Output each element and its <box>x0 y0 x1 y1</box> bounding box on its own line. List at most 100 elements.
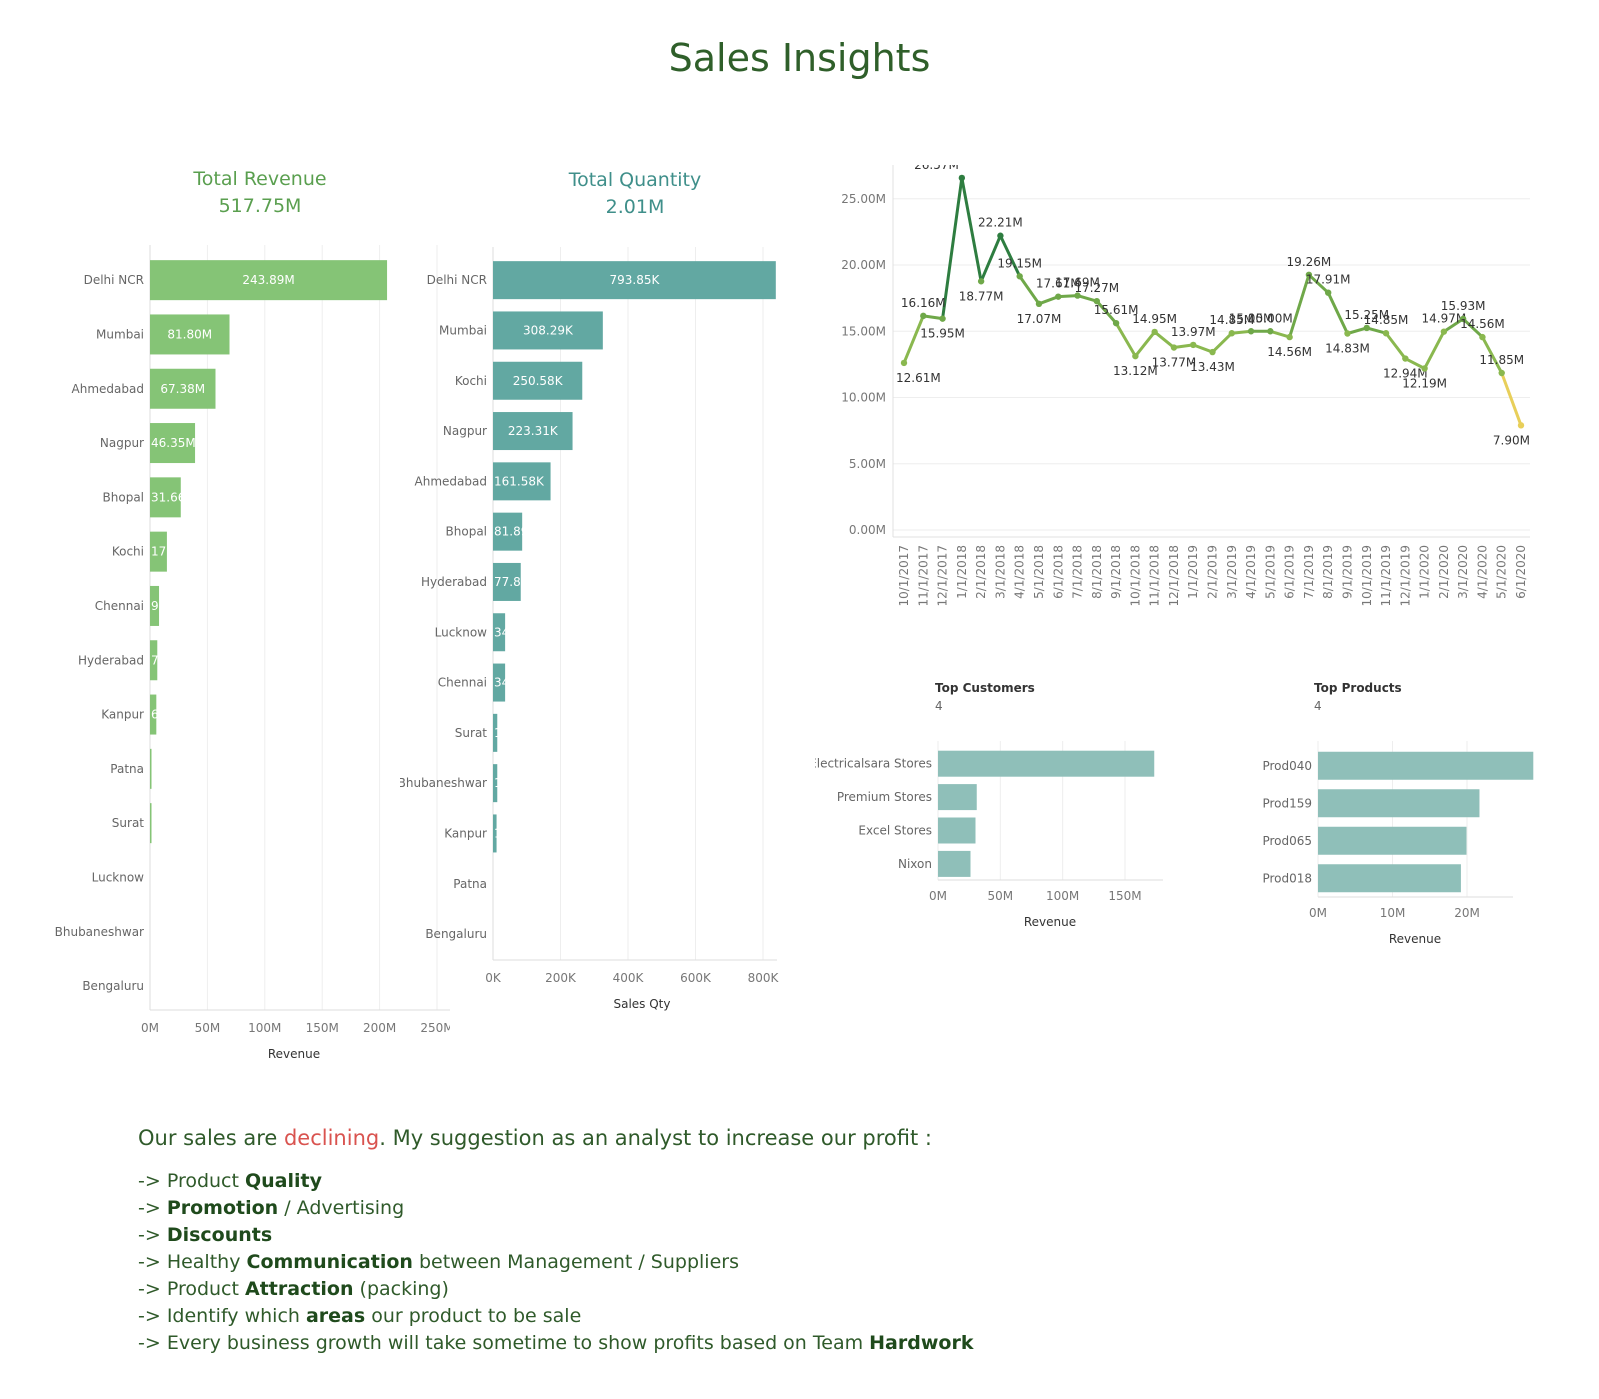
data-point <box>1286 333 1293 341</box>
category-label: Nixon <box>898 857 932 871</box>
chart-title: Top Customers <box>935 681 1035 695</box>
category-label: Bhopal <box>446 525 487 539</box>
bar <box>150 585 160 626</box>
bar-value-label: 308.29K <box>523 323 574 337</box>
category-label: Delhi NCR <box>84 273 144 287</box>
total-revenue-kpi: Total Revenue 517.75M <box>160 166 360 220</box>
data-point <box>1170 344 1178 351</box>
chart-subtitle: 4 <box>1314 699 1322 713</box>
category-label: Prod065 <box>1262 834 1312 848</box>
bar <box>493 311 603 350</box>
x-tick-label: 0M <box>1309 906 1327 920</box>
bar-value-label: 1 <box>494 826 502 840</box>
suggestion-keyword: areas <box>305 1305 366 1327</box>
series-line-segment <box>1076 294 1099 303</box>
x-axis-title: Revenue <box>268 1047 320 1061</box>
x-tick-label: 5/1/2019 <box>1263 545 1277 599</box>
bar-value-label: 67.38M <box>160 382 205 396</box>
category-label: Prod018 <box>1262 871 1312 885</box>
bar <box>493 613 506 652</box>
x-tick-label: 7/1/2019 <box>1302 545 1316 599</box>
data-label: 14.56M <box>1267 345 1312 359</box>
series-line-segment <box>1114 321 1137 358</box>
data-label: 13.97M <box>1171 325 1216 339</box>
data-label: 15.25M <box>1344 308 1389 322</box>
series-line-segment <box>1500 371 1523 427</box>
series-line-segment <box>1365 326 1388 335</box>
suggestion-text: (packing) <box>353 1278 449 1300</box>
x-axis-title: Revenue <box>1024 915 1076 929</box>
x-tick-label: 100M <box>248 1021 281 1035</box>
suggestion-item: -> Every business growth will take somet… <box>138 1330 1438 1357</box>
bar <box>1318 789 1480 818</box>
suggestion-keyword: Communication <box>246 1251 413 1273</box>
bar <box>493 663 506 702</box>
x-tick-label: 10/1/2018 <box>1128 545 1142 607</box>
bar <box>493 361 583 400</box>
bar-value-label: 81.80M <box>167 327 212 341</box>
series-line-segment <box>1403 357 1427 370</box>
total-quantity-value: 2.01M <box>605 196 665 218</box>
data-point <box>1112 319 1120 327</box>
data-label: 16.16M <box>901 296 946 310</box>
data-point <box>1421 365 1428 372</box>
suggestion-item: -> Promotion / Advertising <box>138 1195 1438 1222</box>
bar-value-label: 223.31K <box>508 424 559 438</box>
category-label: Mumbai <box>439 323 487 337</box>
suggestion-text: our product to be sale <box>365 1305 582 1327</box>
bar-value-label: 34 <box>494 676 509 690</box>
series-line-segment <box>1133 330 1157 358</box>
x-tick-label: 0K <box>485 971 502 985</box>
data-point <box>1498 369 1505 377</box>
revenue-trend-chart: 0.00M 5.00M 10.00M 15.00M 20.00M 25.00M Revenu… <box>835 165 1530 607</box>
quantity-by-city-chart: 0K 200K 400K 600K 800K Delhi NCR 793.85K Mumbai… <box>400 247 780 1011</box>
data-point <box>977 278 985 285</box>
series-line-segment <box>1326 291 1349 336</box>
data-point <box>1093 297 1101 305</box>
x-tick-label: 200K <box>545 971 577 985</box>
data-label: 7.90M <box>1493 433 1530 447</box>
insights-notes: Our sales are declining. My suggestion a… <box>138 1126 1438 1357</box>
x-tick-label: 50M <box>988 889 1014 903</box>
series-line-segment <box>1307 273 1330 295</box>
x-tick-label: 4/1/2018 <box>1013 545 1027 599</box>
data-point <box>1267 328 1274 335</box>
revenue-by-city-chart: 0M 50M 100M 150M 200M 250M Delhi NCR 243.89M Mum… <box>55 245 450 1061</box>
data-point <box>1247 328 1255 335</box>
category-label: Bhubaneshwar <box>55 925 144 939</box>
bar-value-label: 243.89M <box>242 273 294 287</box>
data-point <box>1363 324 1370 332</box>
suggestion-text: -> <box>138 1197 167 1219</box>
series-line-segment <box>1480 335 1504 375</box>
x-tick-label: 9/1/2019 <box>1340 545 1354 599</box>
category-label: Hyderabad <box>421 575 487 589</box>
data-point <box>997 232 1004 239</box>
data-point <box>1074 292 1081 299</box>
category-label: Premium Stores <box>837 790 932 804</box>
x-tick-label: 800K <box>748 971 780 985</box>
x-tick-label: 5/1/2018 <box>1032 545 1046 599</box>
headline-declining: declining <box>283 1126 380 1150</box>
category-label: Lucknow <box>92 870 145 884</box>
data-point <box>900 359 908 367</box>
x-tick-label: 600K <box>680 971 712 985</box>
category-label: Nagpur <box>100 436 144 450</box>
data-label: 13.77M <box>1152 356 1197 370</box>
x-tick-label: 150M <box>1108 889 1141 903</box>
x-tick-label: 11/1/2018 <box>1148 545 1162 607</box>
bar <box>150 477 181 518</box>
bar <box>493 814 497 853</box>
data-label: 15.95M <box>920 327 965 341</box>
bar-value-label: 81.89 <box>494 525 528 539</box>
x-tick-label: 4/1/2020 <box>1475 545 1489 599</box>
data-label: 17.69M <box>1055 276 1100 290</box>
category-label: Kanpur <box>444 826 487 840</box>
x-tick-label: 1/1/2019 <box>1186 545 1200 599</box>
x-tick-label: 1/1/2018 <box>955 545 969 599</box>
series-line-segment <box>921 314 945 321</box>
series-line-segment <box>1288 273 1311 339</box>
x-axis-title: Revenue <box>1389 932 1441 946</box>
x-tick-label: 20M <box>1454 906 1480 920</box>
data-point <box>1382 330 1390 337</box>
top-products-chart: Top Products 4 0M 10M 20M Prod040 Prod159 Prod0… <box>1262 681 1534 946</box>
